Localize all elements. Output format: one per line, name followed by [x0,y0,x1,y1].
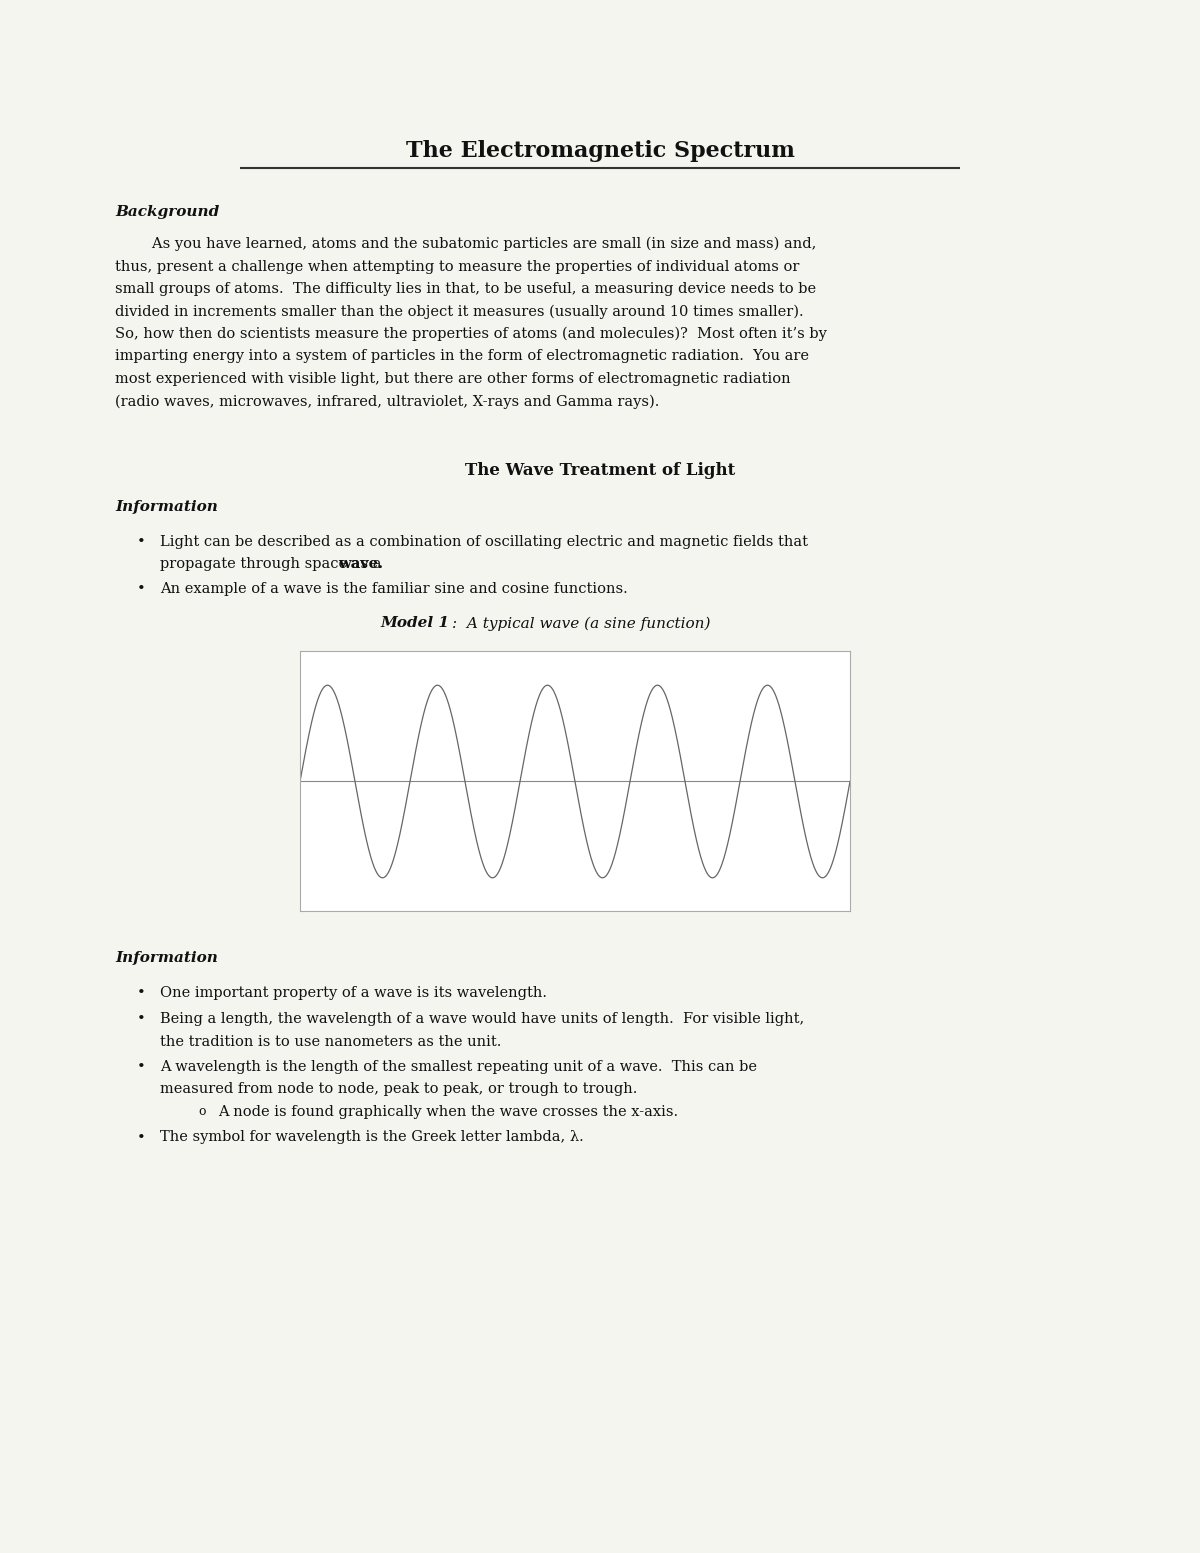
Text: imparting energy into a system of particles in the form of electromagnetic radia: imparting energy into a system of partic… [115,349,809,363]
Text: thus, present a challenge when attempting to measure the properties of individua: thus, present a challenge when attemptin… [115,259,799,273]
Text: •: • [137,1013,145,1027]
Text: Model 1: Model 1 [380,617,449,631]
Text: As you have learned, atoms and the subatomic particles are small (in size and ma: As you have learned, atoms and the subat… [115,238,816,252]
Text: The Electromagnetic Spectrum: The Electromagnetic Spectrum [406,140,794,162]
Text: propagate through space as a: propagate through space as a [160,558,386,572]
Text: (radio waves, microwaves, infrared, ultraviolet, X-rays and Gamma rays).: (radio waves, microwaves, infrared, ultr… [115,394,659,408]
Text: Being a length, the wavelength of a wave would have units of length.  For visibl: Being a length, the wavelength of a wave… [160,1013,804,1027]
Text: The Wave Treatment of Light: The Wave Treatment of Light [464,461,736,478]
Text: A node is found graphically when the wave crosses the x-axis.: A node is found graphically when the wav… [218,1106,678,1120]
Text: A wavelength is the length of the smallest repeating unit of a wave.  This can b: A wavelength is the length of the smalle… [160,1061,757,1075]
Text: Light can be described as a combination of oscillating electric and magnetic fie: Light can be described as a combination … [160,534,808,550]
Text: •: • [137,1061,145,1075]
Text: most experienced with visible light, but there are other forms of electromagneti: most experienced with visible light, but… [115,373,791,387]
Text: •: • [137,1131,145,1145]
Text: divided in increments smaller than the object it measures (usually around 10 tim: divided in increments smaller than the o… [115,304,804,318]
Text: •: • [137,534,145,550]
Text: Information: Information [115,952,218,966]
Text: The symbol for wavelength is the Greek letter lambda, λ.: The symbol for wavelength is the Greek l… [160,1131,583,1145]
Text: wave.: wave. [338,558,383,572]
Text: •: • [137,986,145,1000]
Text: Information: Information [115,500,218,514]
Text: Background: Background [115,205,220,219]
Text: the tradition is to use nanometers as the unit.: the tradition is to use nanometers as th… [160,1034,502,1048]
Text: •: • [137,582,145,596]
Text: One important property of a wave is its wavelength.: One important property of a wave is its … [160,986,547,1000]
Text: :  A typical wave (a sine function): : A typical wave (a sine function) [452,617,710,631]
Text: small groups of atoms.  The difficulty lies in that, to be useful, a measuring d: small groups of atoms. The difficulty li… [115,283,816,297]
Text: o: o [198,1106,205,1118]
Text: An example of a wave is the familiar sine and cosine functions.: An example of a wave is the familiar sin… [160,582,628,596]
Text: measured from node to node, peak to peak, or trough to trough.: measured from node to node, peak to peak… [160,1082,637,1096]
Text: So, how then do scientists measure the properties of atoms (and molecules)?  Mos: So, how then do scientists measure the p… [115,328,827,342]
